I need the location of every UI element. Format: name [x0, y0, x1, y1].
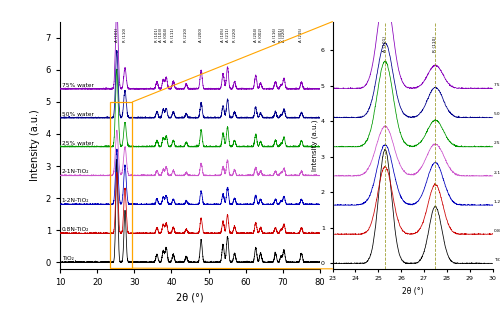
Text: 50% water: 50% water — [494, 112, 500, 116]
Text: 0.8N-TiO₂: 0.8N-TiO₂ — [494, 229, 500, 233]
Text: R (002): R (002) — [258, 28, 262, 43]
Text: R (110): R (110) — [434, 36, 438, 52]
Text: 25% water: 25% water — [62, 141, 94, 146]
Text: R (110): R (110) — [123, 28, 127, 43]
Text: 75% water: 75% water — [494, 83, 500, 87]
Text: A (215): A (215) — [300, 28, 304, 43]
Text: A (204): A (204) — [254, 28, 258, 43]
Bar — [110, 102, 132, 268]
Y-axis label: Intensity (a.u.): Intensity (a.u.) — [312, 120, 318, 171]
Text: A (220): A (220) — [282, 28, 286, 43]
Text: A (101): A (101) — [115, 28, 119, 43]
X-axis label: 2θ (°): 2θ (°) — [176, 292, 204, 303]
Text: 2-1N-TiO₂: 2-1N-TiO₂ — [494, 171, 500, 175]
Text: A (116): A (116) — [274, 28, 278, 43]
Text: 25% water: 25% water — [494, 142, 500, 146]
Text: R (101): R (101) — [154, 28, 158, 43]
Text: 1-2N-TiO₂: 1-2N-TiO₂ — [494, 200, 500, 204]
Text: 75% water: 75% water — [62, 83, 94, 88]
Text: R (220): R (220) — [232, 28, 236, 43]
Text: 1-2N-TiO₂: 1-2N-TiO₂ — [62, 198, 90, 203]
Text: A (105): A (105) — [221, 28, 225, 43]
Text: R (111): R (111) — [172, 28, 175, 43]
Text: A (211): A (211) — [226, 28, 230, 43]
Text: R (210): R (210) — [184, 28, 188, 43]
Text: 2-1N-TiO₂: 2-1N-TiO₂ — [62, 169, 90, 175]
Text: 0.8N-TiO₂: 0.8N-TiO₂ — [62, 227, 89, 232]
Text: TiO₂: TiO₂ — [62, 256, 74, 261]
Text: TiO₂: TiO₂ — [494, 258, 500, 262]
Text: A (004): A (004) — [164, 28, 168, 43]
Text: 50% water: 50% water — [62, 112, 94, 117]
Text: A (200): A (200) — [199, 28, 203, 43]
Text: R (301): R (301) — [279, 28, 283, 43]
X-axis label: 2θ (°): 2θ (°) — [402, 287, 423, 296]
Text: A (103): A (103) — [160, 28, 164, 43]
Text: A (101): A (101) — [383, 36, 387, 52]
Y-axis label: Intensity (a.u.): Intensity (a.u.) — [30, 109, 40, 181]
